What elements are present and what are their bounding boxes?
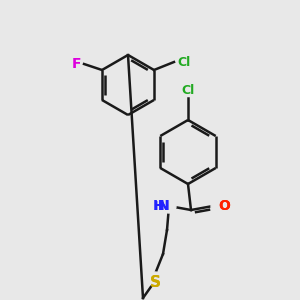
Text: H: H xyxy=(154,200,164,212)
Text: Cl: Cl xyxy=(182,84,195,97)
Text: S: S xyxy=(149,275,161,290)
Circle shape xyxy=(148,272,162,286)
Text: S: S xyxy=(149,275,161,290)
Circle shape xyxy=(162,199,176,213)
Circle shape xyxy=(211,199,225,213)
Text: O: O xyxy=(218,199,230,213)
Text: O: O xyxy=(218,199,230,213)
Text: F: F xyxy=(71,57,81,71)
Text: H: H xyxy=(152,199,164,213)
Text: N: N xyxy=(158,199,169,213)
Text: N: N xyxy=(158,199,169,213)
Text: Cl: Cl xyxy=(177,56,190,68)
